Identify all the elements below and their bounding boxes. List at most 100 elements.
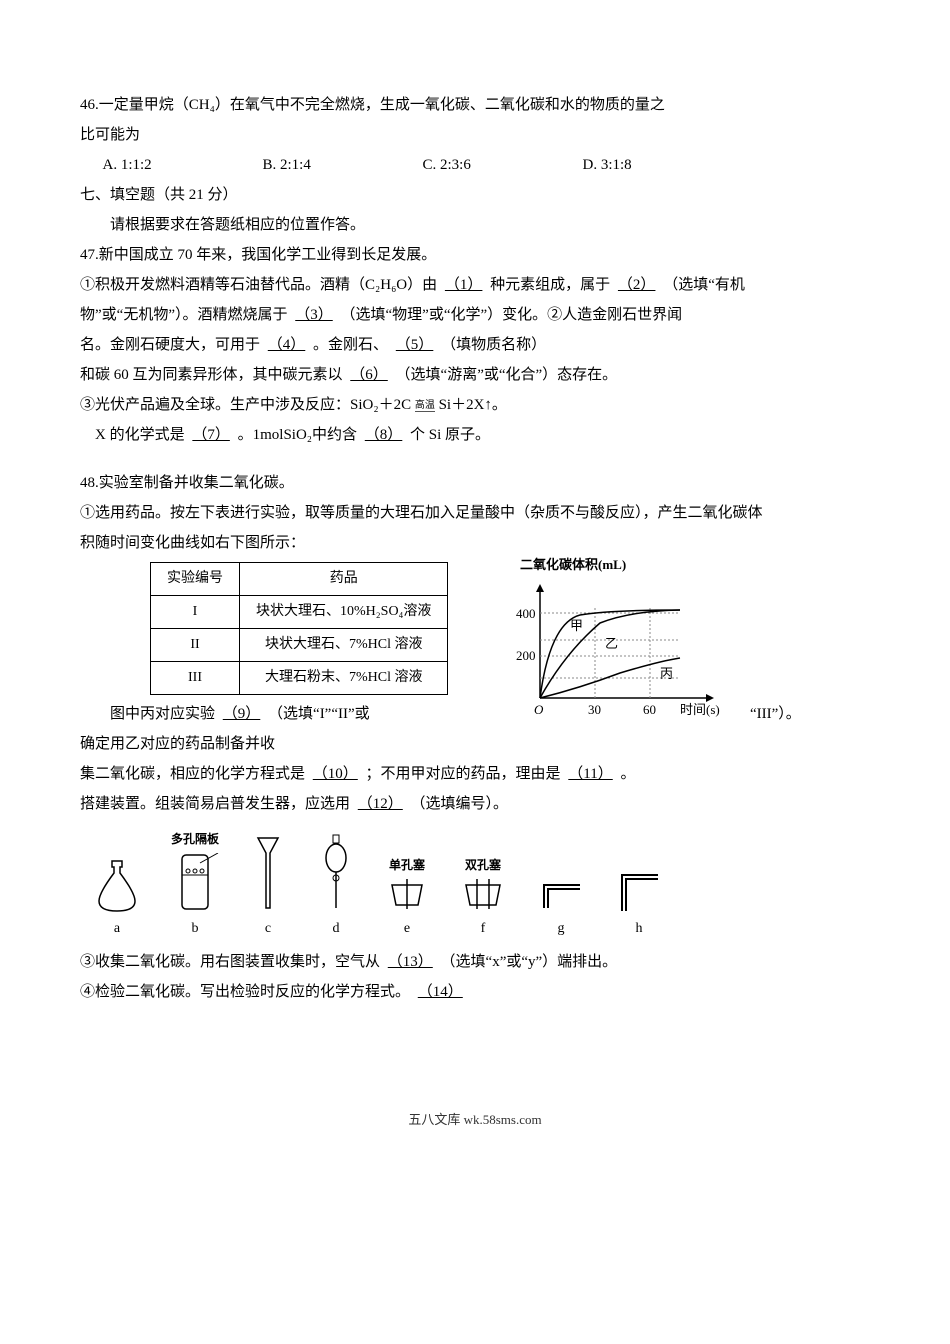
cell-r0c0: I bbox=[151, 596, 240, 629]
q47-line4: 和碳 60 互为同素异形体，其中碳元素以 （6） （选填“游离”或“化合”）态存… bbox=[80, 360, 870, 390]
cell-r1c1: 块状大理石、7%HCl 溶液 bbox=[240, 629, 448, 662]
blank-4: （4） bbox=[264, 337, 310, 353]
xlabel-60: 60 bbox=[643, 702, 656, 717]
q48-p2a: 图中丙对应实验 bbox=[110, 706, 215, 722]
long-funnel-icon bbox=[248, 833, 288, 913]
q48-lead: 48.实验室制备并收集二氧化碳。 bbox=[80, 468, 870, 498]
cell-r2c1: 大理石粉末、7%HCl 溶液 bbox=[240, 662, 448, 695]
q46-options: A. 1:1:2 B. 2:1:4 C. 2:3:6 D. 3:1:8 bbox=[103, 150, 871, 180]
q47-l3c: （填物质名称） bbox=[441, 337, 546, 353]
q48-p4a: 集二氧化碳，相应的化学方程式是 bbox=[80, 766, 305, 782]
q47-line5: ③光伏产品遍及全球。生产中涉及反应：SiO₂＋2C 高温 Si＋2X↑。 bbox=[80, 390, 870, 420]
q47-line1: ①积极开发燃料酒精等石油替代品。酒精（C₂H₆O）由 （1） 种元素组成，属于 … bbox=[80, 270, 870, 300]
q47-l5a: ③光伏产品遍及全球。生产中涉及反应：SiO₂＋2C bbox=[80, 397, 411, 413]
q48-p5: 搭建装置。组装简易启普发生器，应选用 （12） （选填编号）。 bbox=[80, 789, 870, 819]
apparatus-b: 多孔隔板 b bbox=[170, 827, 220, 943]
blank-1: （1） bbox=[441, 277, 487, 293]
cell-r0c1: 块状大理石、10%H₂SO₄溶液 bbox=[240, 596, 448, 629]
double-stopper-icon bbox=[458, 879, 508, 913]
th-0: 实验编号 bbox=[151, 563, 240, 596]
apparatus-e: 单孔塞 e bbox=[384, 853, 430, 943]
blank-13: （13） bbox=[384, 954, 437, 970]
q48-p3: 确定用乙对应的药品制备并收 bbox=[80, 729, 870, 759]
cell-r2c0: III bbox=[151, 662, 240, 695]
chart-title: 二氧化碳体积(mL) bbox=[520, 552, 760, 578]
q48-p5b: （选填编号）。 bbox=[411, 796, 509, 812]
bent-tube-short-icon bbox=[536, 873, 586, 913]
q46-line2: 比可能为 bbox=[80, 120, 870, 150]
table-chart-row: 实验编号 药品 I 块状大理石、10%H₂SO₄溶液 II 块状大理石、7%HC… bbox=[80, 558, 870, 699]
q47-lead: 47.新中国成立 70 年来，我国化学工业得到长足发展。 bbox=[80, 240, 870, 270]
xlabel-O: O bbox=[534, 702, 544, 717]
table-row: II 块状大理石、7%HCl 溶液 bbox=[151, 629, 448, 662]
q46-line1: 46.一定量甲烷（CH₄）在氧气中不完全燃烧，生成一氧化碳、二氧化碳和水的物质的… bbox=[80, 90, 870, 120]
ylabel-400: 400 bbox=[516, 606, 536, 621]
chart-svg: 甲 乙 丙 400 200 O 30 60 时间(s) bbox=[510, 578, 740, 728]
q48-p6: ③收集二氧化碳。用右图装置收集时，空气从 （13） （选填“x”或“y”）端排出… bbox=[80, 947, 870, 977]
blank-3: （3） bbox=[291, 307, 337, 323]
q48-p6b: （选填“x”或“y”）端排出。 bbox=[441, 954, 618, 970]
q47-lead-text: 新中国成立 70 年来，我国化学工业得到长足发展。 bbox=[99, 247, 437, 263]
label-h: h bbox=[636, 915, 643, 943]
perforated-tube-icon bbox=[170, 853, 220, 913]
q48-p7a: ④检验二氧化碳。写出检验时反应的化学方程式。 bbox=[80, 984, 410, 1000]
q47-line6: X 的化学式是 （7） 。1molSiO₂中约含 （8） 个 Si 原子。 bbox=[80, 420, 870, 450]
caption-b: 多孔隔板 bbox=[171, 827, 219, 851]
label-c: c bbox=[265, 915, 271, 943]
q48-p2b: （选填“I”“II”或 bbox=[268, 706, 370, 722]
label-b: b bbox=[192, 915, 199, 943]
sep-funnel-icon bbox=[316, 833, 356, 913]
q47-l6c: 个 Si 原子。 bbox=[410, 427, 490, 443]
q47-l2a: 物”或“无机物”）。酒精燃烧属于 bbox=[80, 307, 287, 323]
reaction-condition: 高温 bbox=[415, 401, 435, 411]
q47-l6a: X 的化学式是 bbox=[95, 427, 185, 443]
curve-label-jia: 甲 bbox=[570, 618, 583, 633]
q48-p1a: ①选用药品。按左下表进行实验，取等质量的大理石加入足量酸中（杂质不与酸反应），产… bbox=[80, 498, 870, 528]
blank-2: （2） bbox=[614, 277, 660, 293]
q47-l3b: 。金刚石、 bbox=[313, 337, 388, 353]
q46-opt-a: A. 1:1:2 bbox=[103, 150, 263, 180]
cell-r1c0: II bbox=[151, 629, 240, 662]
q47-l1c: （选填“有机 bbox=[663, 277, 745, 293]
xlabel-time: 时间(s) bbox=[680, 702, 720, 717]
q47-number: 47. bbox=[80, 247, 99, 263]
single-stopper-icon bbox=[384, 879, 430, 913]
blank-9: （9） bbox=[219, 706, 265, 722]
xlabel-30: 30 bbox=[588, 702, 601, 717]
label-f: f bbox=[481, 915, 486, 943]
caption-f: 双孔塞 bbox=[465, 853, 501, 877]
blank-5: （5） bbox=[392, 337, 438, 353]
table-header-row: 实验编号 药品 bbox=[151, 563, 448, 596]
q47-l1a: ①积极开发燃料酒精等石油替代品。酒精（C₂H₆O）由 bbox=[80, 277, 437, 293]
apparatus-row: a 多孔隔板 b c d 单孔塞 bbox=[92, 827, 870, 943]
co2-chart: 二氧化碳体积(mL) 甲 乙 丙 400 200 O bbox=[510, 552, 760, 728]
curve-label-yi: 乙 bbox=[605, 636, 618, 651]
apparatus-f: 双孔塞 f bbox=[458, 853, 508, 943]
experiment-table: 实验编号 药品 I 块状大理石、10%H₂SO₄溶液 II 块状大理石、7%HC… bbox=[150, 562, 448, 695]
q47-l1b: 种元素组成，属于 bbox=[490, 277, 610, 293]
q48-p4: 集二氧化碳，相应的化学方程式是 （10） ；不用甲对应的药品，理由是 （11） … bbox=[80, 759, 870, 789]
q48-p7: ④检验二氧化碳。写出检验时反应的化学方程式。 （14） bbox=[80, 977, 870, 1007]
q48-p4c: 。 bbox=[621, 766, 636, 782]
q48-number: 48. bbox=[80, 475, 99, 491]
apparatus-h: h bbox=[614, 863, 664, 943]
page-footer: 五八文库 wk.58sms.com bbox=[80, 1107, 870, 1133]
q48-p4b: ；不用甲对应的药品，理由是 bbox=[366, 766, 561, 782]
label-e: e bbox=[404, 915, 410, 943]
blank-11: （11） bbox=[564, 766, 616, 782]
q47-l4a: 和碳 60 互为同素异形体，其中碳元素以 bbox=[80, 367, 343, 383]
q46-number: 46. bbox=[80, 97, 99, 113]
blank-6: （6） bbox=[346, 367, 392, 383]
table-row: III 大理石粉末、7%HCl 溶液 bbox=[151, 662, 448, 695]
q46-opt-b: B. 2:1:4 bbox=[263, 150, 423, 180]
q47-l6b: 。1molSiO₂中约含 bbox=[238, 427, 357, 443]
apparatus-d: d bbox=[316, 833, 356, 943]
q47-line3: 名。金刚石硬度大，可用于 （4） 。金刚石、 （5） （填物质名称） bbox=[80, 330, 870, 360]
ylabel-200: 200 bbox=[516, 648, 536, 663]
apparatus-c: c bbox=[248, 833, 288, 943]
apparatus-g: g bbox=[536, 873, 586, 943]
q47-line2: 物”或“无机物”）。酒精燃烧属于 （3） （选填“物理”或“化学”）变化。②人造… bbox=[80, 300, 870, 330]
q46-stem1: 一定量甲烷（CH₄）在氧气中不完全燃烧，生成一氧化碳、二氧化碳和水的物质的量之 bbox=[99, 97, 665, 113]
th-1: 药品 bbox=[240, 563, 448, 596]
table-row: I 块状大理石、10%H₂SO₄溶液 bbox=[151, 596, 448, 629]
